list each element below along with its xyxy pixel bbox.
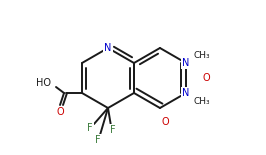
- Text: N: N: [182, 88, 190, 98]
- Text: O: O: [202, 73, 210, 83]
- Text: N: N: [182, 58, 190, 68]
- Text: F: F: [95, 135, 101, 145]
- Text: CH₃: CH₃: [194, 97, 210, 106]
- Text: HO: HO: [36, 78, 51, 88]
- Text: N: N: [104, 43, 112, 53]
- Text: O: O: [56, 107, 64, 117]
- Text: F: F: [87, 123, 93, 133]
- Text: O: O: [161, 117, 169, 127]
- Text: CH₃: CH₃: [194, 51, 210, 60]
- Text: F: F: [110, 125, 116, 135]
